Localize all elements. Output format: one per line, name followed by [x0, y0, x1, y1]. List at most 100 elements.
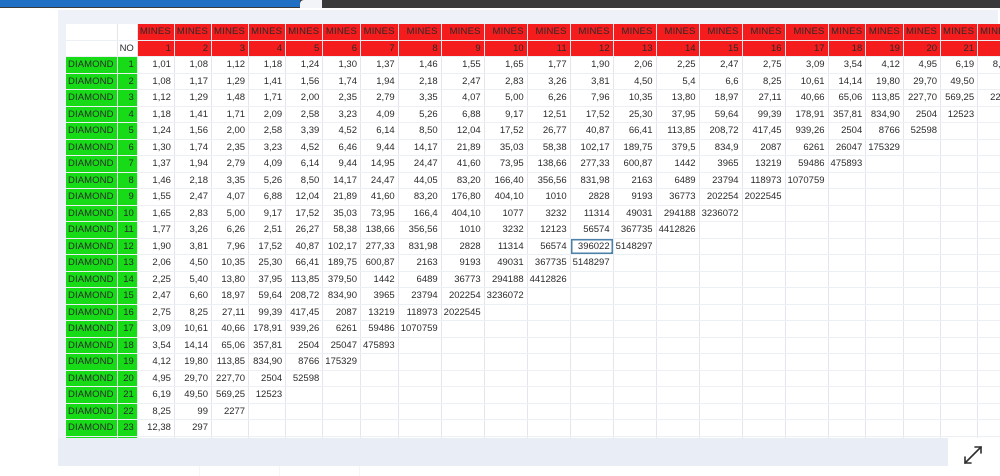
cell-r18-c6[interactable]: 25047 [322, 337, 361, 354]
column-header-mines-number-3[interactable]: 3 [211, 40, 250, 57]
cell-r21-c16[interactable] [742, 386, 786, 404]
row-header-diamond-number-3[interactable]: 3 [117, 89, 138, 107]
cell-r4-c10[interactable]: 9,17 [484, 106, 528, 123]
cell-r3-c14[interactable]: 13,80 [656, 89, 700, 107]
cell-r13-c17[interactable] [785, 254, 829, 272]
cell-r18-c7[interactable]: 475893 [360, 337, 399, 354]
cell-r12-c1[interactable]: 1,90 [137, 238, 175, 255]
cell-r2-c1[interactable]: 1,08 [137, 73, 175, 90]
cell-r2-c6[interactable]: 1,74 [322, 73, 361, 90]
cell-r10-c22[interactable] [977, 205, 1000, 222]
cell-r17-c18[interactable] [828, 320, 867, 338]
row-header-diamond-number-4[interactable]: 4 [117, 106, 138, 123]
cell-r23-c6[interactable] [322, 419, 361, 437]
column-header-mines-number-17[interactable]: 17 [785, 40, 829, 57]
cell-r13-c7[interactable]: 600,87 [360, 254, 399, 272]
cell-r8-c18[interactable] [828, 172, 867, 189]
cell-r1-c19[interactable]: 4,12 [865, 56, 904, 74]
cell-r21-c17[interactable] [785, 386, 829, 404]
cell-r22-c7[interactable] [360, 403, 399, 420]
column-header-mines-number-22[interactable]: 22 [977, 40, 1000, 57]
cell-r8-c7[interactable]: 24,47 [360, 172, 399, 189]
cell-r17-c14[interactable] [656, 320, 700, 338]
cell-r21-c14[interactable] [656, 386, 700, 404]
cell-r7-c14[interactable]: 1442 [656, 155, 700, 173]
cell-r11-c16[interactable] [742, 221, 786, 239]
cell-r13-c14[interactable] [656, 254, 700, 272]
spreadsheet-grid-container[interactable]: MINES MINES MINES MINES MINES MINES MINES MINES… [66, 24, 1000, 440]
cell-r16-c7[interactable]: 13219 [360, 304, 399, 321]
column-header-mines-label-18[interactable]: MINES [828, 24, 867, 41]
cell-r8-c20[interactable] [903, 172, 942, 189]
cell-r20-c9[interactable] [441, 370, 485, 387]
cell-r13-c13[interactable] [613, 254, 657, 272]
cell-r8-c11[interactable]: 356,56 [527, 172, 571, 189]
cell-r18-c13[interactable] [613, 337, 657, 354]
row-header-diamond-label-2[interactable]: DIAMOND [66, 73, 118, 90]
cell-r19-c7[interactable] [360, 353, 399, 371]
cell-r23-c18[interactable] [828, 419, 867, 437]
cell-r6-c12[interactable]: 102,17 [570, 139, 614, 156]
cell-r6-c18[interactable]: 26047 [828, 139, 867, 156]
cell-r21-c22[interactable] [977, 386, 1000, 404]
cell-r1-c2[interactable]: 1,08 [174, 56, 213, 74]
cell-r17-c17[interactable] [785, 320, 829, 338]
cell-r3-c6[interactable]: 2,35 [322, 89, 361, 107]
cell-r20-c13[interactable] [613, 370, 657, 387]
cell-r19-c13[interactable] [613, 353, 657, 371]
cell-r18-c2[interactable]: 14,14 [174, 337, 213, 354]
cell-r9-c13[interactable]: 9193 [613, 188, 657, 206]
cell-r14-c2[interactable]: 5,40 [174, 271, 213, 288]
cell-r14-c17[interactable] [785, 271, 829, 288]
cell-r8-c17[interactable]: 1070759 [785, 172, 829, 189]
cell-r23-c22[interactable] [977, 419, 1000, 437]
cell-r16-c17[interactable] [785, 304, 829, 321]
cell-r16-c1[interactable]: 2,75 [137, 304, 175, 321]
cell-r3-c10[interactable]: 5,00 [484, 89, 528, 107]
cell-r19-c20[interactable] [903, 353, 942, 371]
cell-r22-c19[interactable] [865, 403, 904, 420]
column-header-mines-number-13[interactable]: 13 [613, 40, 657, 57]
cell-r2-c10[interactable]: 2,83 [484, 73, 528, 90]
column-header-mines-label-15[interactable]: MINES [699, 24, 743, 41]
cell-r7-c4[interactable]: 4,09 [248, 155, 287, 173]
column-header-mines-number-6[interactable]: 6 [322, 40, 361, 57]
cell-r1-c17[interactable]: 3,09 [785, 56, 829, 74]
cell-r2-c20[interactable]: 29,70 [903, 73, 942, 90]
cell-r11-c14[interactable]: 4412826 [656, 221, 700, 239]
cell-r23-c15[interactable] [699, 419, 743, 437]
cell-r9-c22[interactable] [977, 188, 1000, 206]
row-header-diamond-label-21[interactable]: DIAMOND [66, 386, 118, 404]
cell-r21-c9[interactable] [441, 386, 485, 404]
column-header-mines-label-16[interactable]: MINES [742, 24, 786, 41]
cell-r1-c11[interactable]: 1,77 [527, 56, 571, 74]
cell-r18-c9[interactable] [441, 337, 485, 354]
cell-r13-c12[interactable]: 5148297 [570, 254, 614, 272]
cell-r19-c12[interactable] [570, 353, 614, 371]
cell-r23-c2[interactable]: 297 [174, 419, 213, 437]
cell-r21-c7[interactable] [360, 386, 399, 404]
cell-r21-c2[interactable]: 49,50 [174, 386, 213, 404]
cell-r18-c14[interactable] [656, 337, 700, 354]
cell-r6-c15[interactable]: 834,9 [699, 139, 743, 156]
cell-r12-c13[interactable]: 5148297 [613, 238, 657, 255]
cell-r11-c15[interactable] [699, 221, 743, 239]
cell-r13-c2[interactable]: 4,50 [174, 254, 213, 272]
cell-r5-c17[interactable]: 939,26 [785, 122, 829, 140]
cell-r17-c15[interactable] [699, 320, 743, 338]
cell-r20-c12[interactable] [570, 370, 614, 387]
cell-r22-c6[interactable] [322, 403, 361, 420]
cell-r1-c18[interactable]: 3,54 [828, 56, 867, 74]
cell-r13-c15[interactable] [699, 254, 743, 272]
cell-r22-c14[interactable] [656, 403, 700, 420]
cell-r3-c22[interactable]: 2277 [977, 89, 1000, 107]
cell-r11-c20[interactable] [903, 221, 942, 239]
cell-r17-c7[interactable]: 59486 [360, 320, 399, 338]
cell-r6-c22[interactable] [977, 139, 1000, 156]
cell-r12-c4[interactable]: 17,52 [248, 238, 287, 255]
cell-r8-c4[interactable]: 5,26 [248, 172, 287, 189]
cell-r22-c20[interactable] [903, 403, 942, 420]
row-header-diamond-label-11[interactable]: DIAMOND [66, 221, 118, 239]
cell-r13-c19[interactable] [865, 254, 904, 272]
cell-r19-c18[interactable] [828, 353, 867, 371]
